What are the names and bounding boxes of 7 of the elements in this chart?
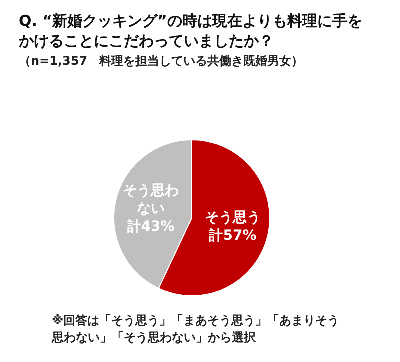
slice-label: そう思う [204,210,261,226]
chart-title: Q. “新婚クッキング”の時は現在よりも料理に手をかけることにこだわっていましたか？ [18,12,362,50]
data-label: 計57% [208,228,257,244]
text: ※回答は「そう思う」「まあそう思う」「あまりそう思わない」「そう思わない」から選択 [51,314,340,344]
slice-label: そう思わない [123,182,180,217]
data-label: 計43% [126,218,175,235]
chart-subtitle: （n=1,357 料理を担当している共働き既婚男女） [19,54,304,68]
